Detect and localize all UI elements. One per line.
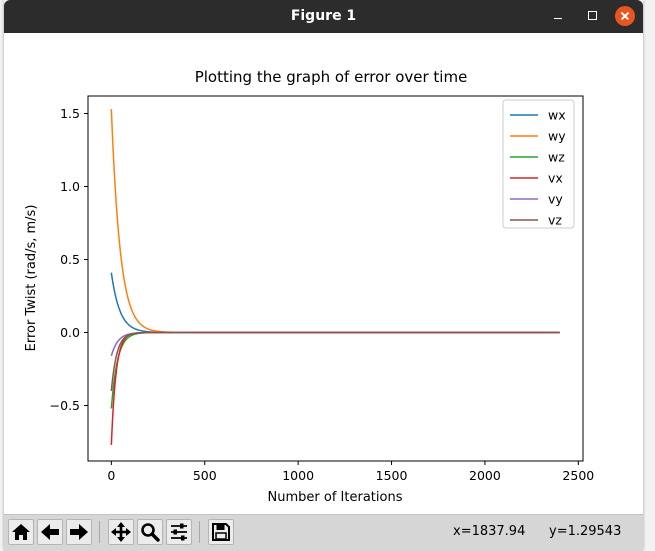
x-tick-label: 1500: [376, 468, 408, 483]
zoom-button[interactable]: [137, 519, 163, 545]
figure-window: Figure 1 Plotting the graph of error ove…: [4, 0, 643, 551]
legend-label-wy: wy: [548, 129, 566, 144]
arrow-left-icon: [41, 524, 59, 540]
minimize-button[interactable]: [548, 6, 568, 26]
x-coordinate-readout: x=1837.94: [453, 524, 526, 539]
window-title: Figure 1: [290, 8, 357, 24]
move-icon: [111, 522, 131, 542]
configure-subplots-button[interactable]: [166, 519, 192, 545]
close-button[interactable]: [615, 6, 635, 26]
navigation-toolbar: x=1837.94 y=1.29543: [4, 514, 643, 551]
magnifier-icon: [141, 523, 160, 542]
y-tick-label: 1.5: [60, 106, 80, 121]
legend-label-wx: wx: [548, 108, 566, 123]
x-tick-label: 1000: [282, 468, 314, 483]
back-button[interactable]: [37, 519, 63, 545]
pan-button[interactable]: [108, 519, 134, 545]
y-tick-label: 0.0: [60, 325, 80, 340]
x-tick-label: 0: [107, 468, 115, 483]
home-button[interactable]: [8, 519, 34, 545]
legend-label-wz: wz: [548, 150, 565, 165]
arrow-right-icon: [70, 524, 88, 540]
forward-button[interactable]: [66, 519, 92, 545]
maximize-button[interactable]: [582, 6, 602, 26]
x-axis-label: Number of Iterations: [268, 490, 403, 505]
y-axis-label: Error Twist (rad/s, m/s): [24, 205, 39, 352]
x-tick-label: 500: [193, 468, 217, 483]
chart-title: Plotting the graph of error over time: [195, 68, 468, 86]
plot-area[interactable]: [87, 95, 584, 462]
x-tick-label: 2000: [469, 468, 501, 483]
title-bar[interactable]: Figure 1: [4, 0, 643, 33]
y-tick-label: 0.5: [60, 252, 80, 267]
chart[interactable]: Plotting the graph of error over time −0…: [4, 33, 643, 514]
y-tick-label: 1.0: [60, 179, 80, 194]
x-tick-label: 2500: [562, 468, 594, 483]
series-line-vz: [110, 331, 560, 391]
y-coordinate-readout: y=1.29543: [549, 524, 622, 539]
floppy-disk-icon: [212, 523, 230, 541]
sliders-icon: [171, 523, 187, 541]
legend-label-vz: vz: [548, 213, 562, 228]
y-tick-label: −0.5: [50, 398, 80, 413]
legend: wx wy wz vx vy vz: [502, 99, 575, 229]
toolbar-separator: [199, 521, 200, 543]
toolbar-separator: [99, 521, 100, 543]
figure-canvas[interactable]: Plotting the graph of error over time −0…: [4, 33, 643, 514]
legend-frame: [502, 99, 575, 229]
home-icon: [12, 524, 30, 540]
legend-label-vy: vy: [548, 192, 563, 207]
save-button[interactable]: [208, 519, 234, 545]
legend-label-vx: vx: [548, 171, 563, 186]
